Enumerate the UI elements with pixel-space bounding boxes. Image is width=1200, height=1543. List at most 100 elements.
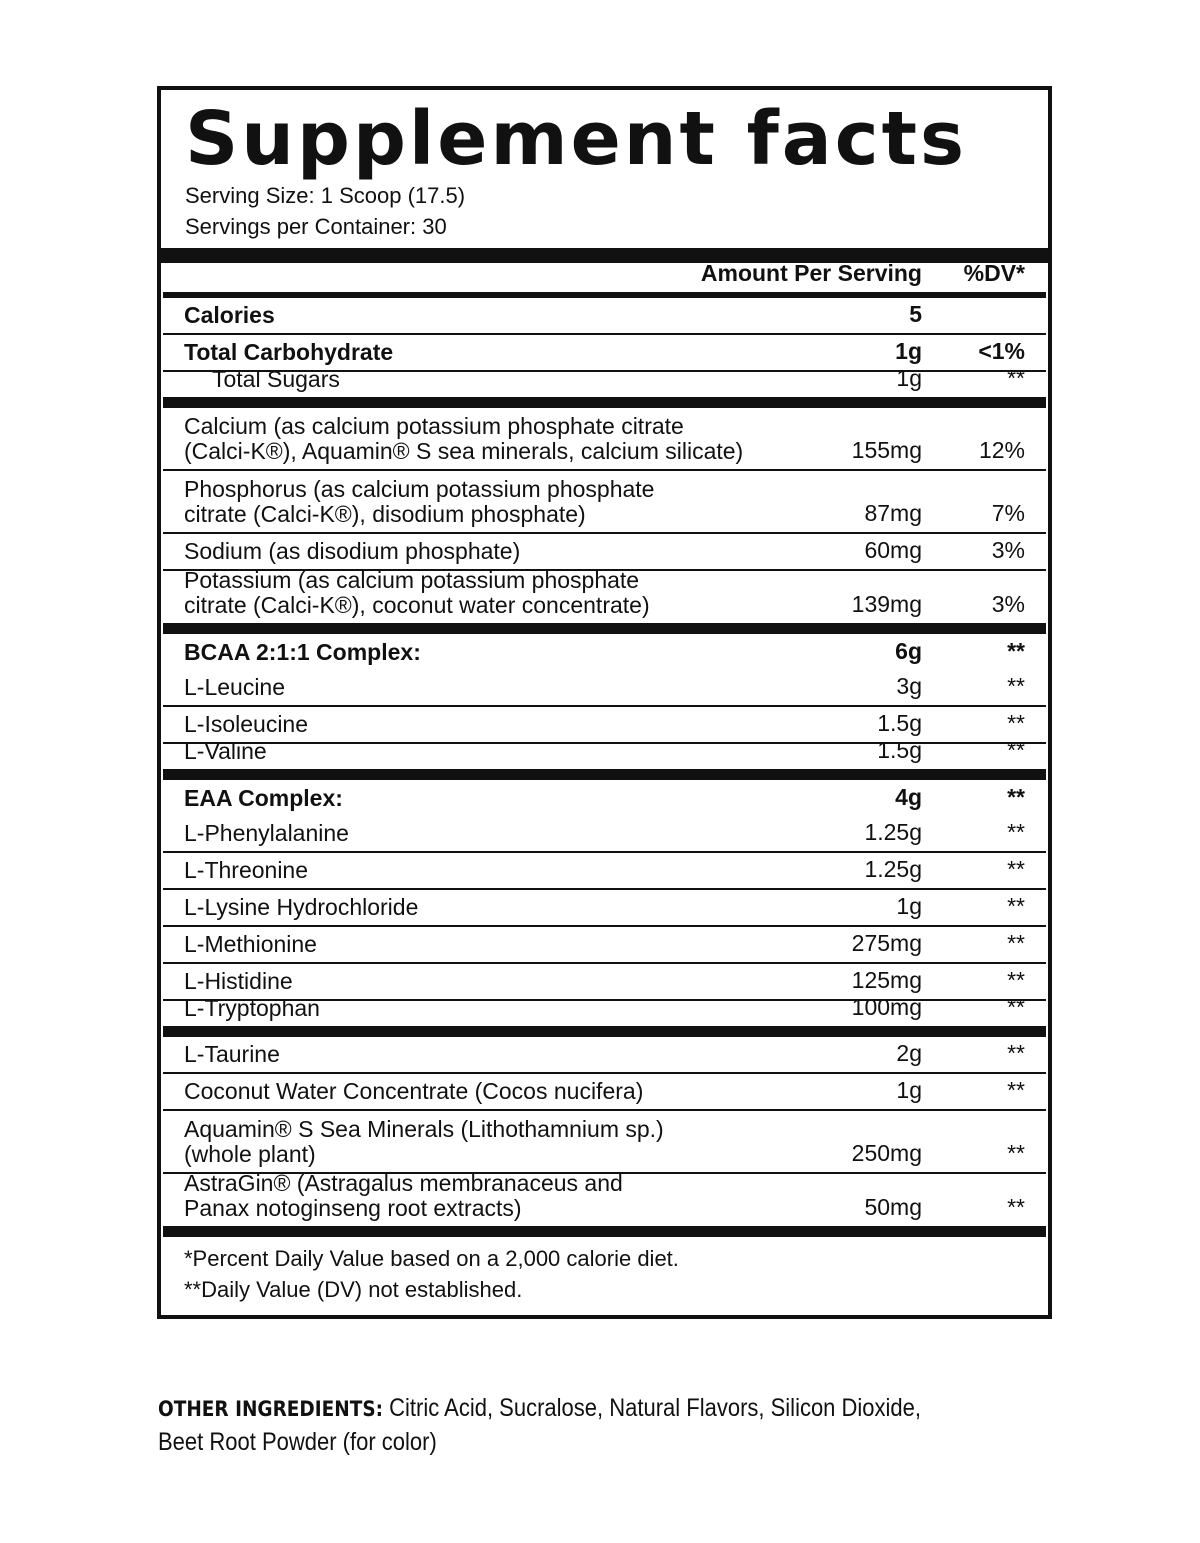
nutrient-dv: ** (1007, 994, 1025, 1020)
nutrient-name: L-Threonine (184, 857, 309, 883)
nutrient-amount: 2g (896, 1040, 922, 1066)
nutrient-amount: 3g (896, 673, 922, 699)
nutrient-name: Coconut Water Concentrate (Cocos nucifer… (184, 1078, 644, 1104)
nutrient-amount: 100mg (851, 994, 922, 1020)
nutrient-amount: 60mg (864, 537, 922, 563)
nutrient-dv: ** (1007, 930, 1025, 956)
supplement-facts-panel: Supplement facts Serving Size: 1 Scoop (… (157, 86, 1052, 1319)
nutrient-name: EAA Complex: (184, 785, 343, 811)
nutrient-name: Phosphorus (as calcium potassium phospha… (184, 476, 655, 527)
nutrient-amount: 1.25g (864, 856, 922, 882)
footnotes: *Percent Daily Value based on a 2,000 ca… (163, 1237, 1046, 1315)
nutrient-row: L-Isoleucine 1.5g ** (163, 707, 1046, 744)
nutrient-dv: ** (1007, 1040, 1025, 1066)
nutrient-amount: 1g (896, 365, 922, 391)
nutrient-row: L-Histidine 125mg ** (163, 964, 1046, 1001)
other-ingredients-text: Citric Acid, Sucralose, Natural Flavors,… (383, 1394, 922, 1422)
nutrient-name: L-Histidine (184, 968, 293, 994)
nutrient-row: BCAA 2:1:1 Complex: 6g ** (163, 634, 1046, 670)
nutrient-name: L-Leucine (184, 674, 286, 700)
nutrient-name: AstraGin® (Astragalus membranaceus and P… (184, 1170, 623, 1221)
nutrient-amount: 125mg (851, 967, 922, 993)
nutrient-dv: 3% (991, 591, 1025, 617)
footnote: *Percent Daily Value based on a 2,000 ca… (184, 1246, 679, 1271)
nutrient-amount: 250mg (851, 1140, 922, 1166)
nutrient-row: Phosphorus (as calcium potassium phospha… (163, 471, 1046, 534)
nutrient-table: Calories 5 Total Carbohydrate 1g <1% Total Su… (163, 298, 1046, 1237)
nutrient-name: BCAA 2:1:1 Complex: (184, 639, 421, 665)
nutrient-dv: 7% (991, 500, 1025, 526)
nutrient-row: Total Sugars 1g ** (163, 365, 1046, 408)
nutrient-dv: ** (1007, 673, 1025, 699)
nutrient-amount: 155mg (851, 437, 922, 463)
nutrient-row: L-Threonine 1.25g ** (163, 853, 1046, 890)
nutrient-amount: 1.5g (877, 710, 922, 736)
nutrient-dv: ** (1007, 1077, 1025, 1103)
nutrient-name: Sodium (as disodium phosphate) (184, 538, 521, 564)
nutrient-dv: ** (1007, 856, 1025, 882)
nutrient-dv: ** (1007, 967, 1025, 993)
nutrient-amount: 275mg (851, 930, 922, 956)
column-header-row: Amount Per Serving %DV* (163, 260, 1046, 298)
nutrient-name: L-Tryptophan (184, 995, 320, 1021)
footnote: **Daily Value (DV) not established. (184, 1277, 523, 1302)
nutrient-row: L-Phenylalanine 1.25g ** (163, 816, 1046, 853)
nutrient-amount: 50mg (864, 1194, 922, 1220)
nutrient-name: L-Lysine Hydrochloride (184, 894, 419, 920)
nutrient-row: Coconut Water Concentrate (Cocos nucifer… (163, 1074, 1046, 1111)
nutrient-name: L-Methionine (184, 931, 317, 957)
other-ingredients: OTHER INGREDIENTS: Citric Acid, Sucralos… (158, 1392, 1038, 1459)
nutrient-amount: 1g (896, 1077, 922, 1103)
nutrient-row: Total Carbohydrate 1g <1% (163, 335, 1046, 372)
nutrient-dv (922, 328, 1025, 333)
nutrient-dv: ** (1007, 737, 1025, 763)
nutrient-dv: ** (1007, 365, 1025, 391)
nutrient-dv: ** (1007, 784, 1025, 810)
nutrient-name: Potassium (as calcium potassium phosphat… (184, 567, 650, 618)
serving-size: Serving Size: 1 Scoop (17.5) (185, 183, 466, 208)
nutrient-name: Total Sugars (212, 366, 340, 392)
amount-header: Amount Per Serving (700, 260, 922, 286)
nutrient-dv: ** (1007, 1140, 1025, 1166)
nutrient-row: L-Valine 1.5g ** (163, 737, 1046, 780)
nutrient-row: L-Taurine 2g ** (163, 1037, 1046, 1074)
nutrient-amount: 5 (909, 301, 922, 327)
nutrient-dv: ** (1007, 819, 1025, 845)
nutrient-name: Total Carbohydrate (184, 339, 394, 365)
nutrient-row: Calories 5 (163, 298, 1046, 335)
nutrient-row: Calcium (as calcium potassium phosphate … (163, 408, 1046, 471)
nutrient-dv: ** (1007, 1194, 1025, 1220)
nutrient-name: Calories (184, 302, 275, 328)
nutrient-amount: 1g (895, 338, 922, 364)
nutrient-amount: 4g (895, 784, 922, 810)
nutrient-row: L-Lysine Hydrochloride 1g ** (163, 890, 1046, 927)
nutrient-amount: 87mg (864, 500, 922, 526)
nutrient-row: Sodium (as disodium phosphate) 60mg 3% (163, 534, 1046, 571)
nutrient-dv: 12% (978, 437, 1025, 463)
nutrient-dv: ** (1007, 710, 1025, 736)
nutrient-row: Potassium (as calcium potassium phosphat… (163, 567, 1046, 634)
nutrient-amount: 1g (896, 893, 922, 919)
other-ingredients-label: OTHER INGREDIENTS: (158, 1397, 384, 1421)
servings-per-container: Servings per Container: 30 (185, 214, 447, 239)
nutrient-row: L-Methionine 275mg ** (163, 927, 1046, 964)
divider-bar (161, 248, 1048, 263)
nutrient-dv: ** (1007, 638, 1025, 664)
nutrient-row: EAA Complex: 4g ** (163, 780, 1046, 816)
nutrient-dv: 3% (991, 537, 1025, 563)
nutrient-name: Calcium (as calcium potassium phosphate … (184, 413, 744, 464)
nutrient-dv: ** (1007, 893, 1025, 919)
nutrient-name: L-Phenylalanine (184, 820, 349, 846)
nutrient-amount: 6g (895, 638, 922, 664)
nutrient-row: AstraGin® (Astragalus membranaceus and P… (163, 1170, 1046, 1237)
nutrient-row: L-Leucine 3g ** (163, 670, 1046, 707)
nutrient-amount: 139mg (851, 591, 922, 617)
nutrient-name: L-Isoleucine (184, 711, 309, 737)
panel-title: Supplement facts (185, 96, 968, 182)
nutrient-amount: 1.25g (864, 819, 922, 845)
nutrient-dv: <1% (978, 338, 1025, 364)
nutrient-amount: 1.5g (877, 737, 922, 763)
nutrient-name: L-Taurine (184, 1041, 280, 1067)
nutrient-name: L-Valine (184, 738, 267, 764)
nutrient-row: L-Tryptophan 100mg ** (163, 994, 1046, 1037)
